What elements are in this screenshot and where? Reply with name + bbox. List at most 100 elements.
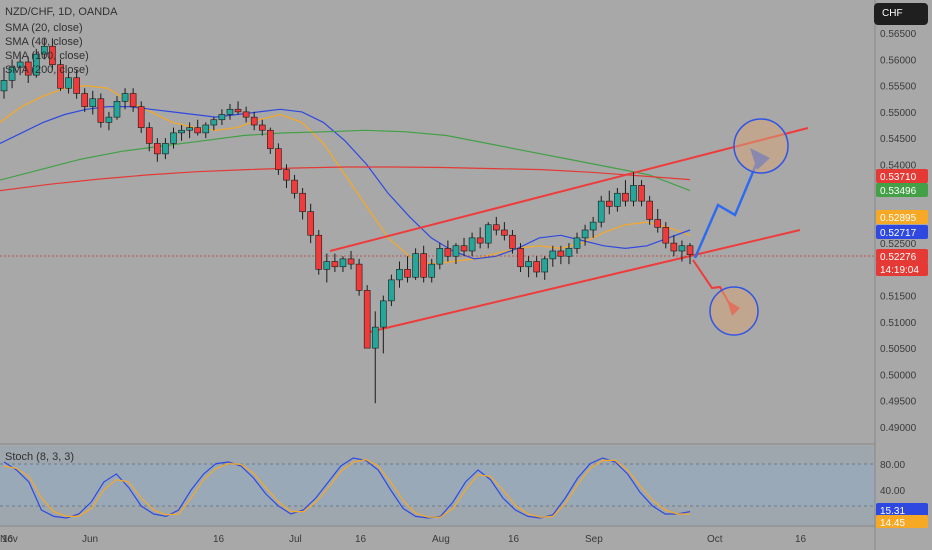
candle-down [686, 245, 694, 255]
stoch-axis: 80.00 40.00 [880, 460, 905, 497]
stoch-d-line [3, 458, 690, 518]
candle-down [460, 245, 468, 252]
stoch-tick-label: 80.00 [880, 460, 905, 471]
candle-down [234, 108, 242, 113]
candle-up [678, 245, 686, 252]
candle-up [412, 253, 419, 278]
candle-up [573, 237, 581, 249]
time-tick-label: Sep [585, 534, 603, 545]
price-tick-label: 0.52500 [880, 239, 917, 250]
indicator-label: SMA (100, close) [5, 50, 89, 62]
candle-down [73, 77, 80, 94]
candle-down [662, 227, 670, 244]
candle-up [178, 129, 185, 134]
candle-down [420, 253, 427, 278]
candle-down [444, 248, 452, 257]
candle-up [186, 127, 193, 131]
candle-down [363, 290, 371, 349]
stochastic-lines [3, 457, 691, 519]
candle-down [315, 234, 323, 270]
candle-up [436, 248, 444, 265]
candle-up [170, 132, 177, 144]
candle-down [404, 269, 411, 278]
candle-down [493, 224, 500, 231]
time-tick-label: Jul [289, 534, 302, 545]
price-tag-bg [876, 169, 928, 183]
candle-down [501, 229, 508, 236]
price-tag-value: 0.52717 [880, 228, 917, 239]
symbol-title: NZD/CHF, 1D, OANDA [5, 6, 118, 18]
indicator-legend: SMA (20, close) SMA (40, close) SMA (100, … [5, 22, 89, 76]
price-tick-label: 0.56000 [880, 55, 917, 66]
price-tick-label: 0.50000 [880, 370, 917, 381]
candle-up [210, 119, 218, 126]
candle-down [517, 248, 524, 268]
candle-up [226, 108, 234, 115]
time-tick-label: 16 [2, 534, 14, 545]
price-tag-bg [876, 183, 928, 197]
price-tag: 0.52895 [876, 210, 928, 224]
candle-up [0, 80, 8, 92]
candle-up [396, 269, 403, 281]
candle-down [533, 261, 540, 273]
price-tag: 0.52717 [876, 225, 928, 239]
candle-up [525, 261, 532, 268]
price-tick-label: 0.56500 [880, 29, 917, 40]
candle-up [32, 53, 40, 76]
candle-down [509, 234, 516, 249]
candle-down [275, 148, 282, 170]
candle-up [614, 192, 621, 207]
stoch-value-tag: 14.45 [876, 515, 928, 529]
stoch-value-tag: 15.31 [876, 503, 928, 517]
stoch-title: Stoch (8, 3, 3) [5, 451, 74, 463]
candle-up [41, 45, 48, 55]
price-tick-label: 0.49500 [880, 397, 917, 408]
price-tag: 0.53710 [876, 169, 928, 183]
price-tick-label: 0.51500 [880, 292, 917, 303]
time-tick-label: 16 [213, 534, 225, 545]
time-tick-label: Nov [0, 534, 18, 545]
price-tick-label: 0.51000 [880, 318, 917, 329]
currency-button[interactable]: CHF [874, 3, 928, 25]
indicator-label: SMA (200, close) [5, 64, 89, 76]
candle-down [145, 127, 153, 144]
candle-up [121, 93, 129, 102]
price-tag: 0.53496 [876, 183, 928, 197]
candle-down [291, 179, 298, 194]
candle-down [129, 93, 137, 107]
time-tick-label: Aug [432, 534, 450, 545]
candle-up [65, 77, 72, 89]
candle-down [97, 98, 105, 123]
candle-down [49, 45, 56, 65]
indicator-label: SMA (40, close) [5, 36, 83, 48]
candle-down [654, 219, 662, 228]
stoch-tag-value: 14.45 [880, 518, 905, 529]
price-tick-label: 0.55500 [880, 82, 917, 93]
stoch-tag-bg [876, 503, 928, 516]
candle-up [202, 124, 210, 134]
candle-up [597, 200, 605, 223]
candle-down [57, 64, 64, 89]
time-tick-label: 16 [795, 534, 807, 545]
stoch-tag-value: 15.31 [880, 506, 905, 517]
candle-up [452, 245, 460, 257]
candle-up [16, 61, 24, 68]
price-tag-value: 0.52895 [880, 213, 917, 224]
candle-up [8, 66, 16, 81]
time-tick-label: Oct [707, 534, 723, 545]
candle-up [541, 258, 549, 273]
candle-up [565, 248, 573, 257]
candle-down [258, 124, 266, 131]
price-tick-label: 0.55000 [880, 108, 917, 119]
indicator-label: SMA (20, close) [5, 22, 83, 34]
candle-down [242, 111, 250, 118]
candle-down [267, 129, 274, 149]
candle-down [646, 200, 653, 220]
stoch-tag-bg [876, 515, 928, 528]
time-tick-label: 16 [355, 534, 367, 545]
lower-target-circle [709, 286, 759, 336]
candle-up [549, 250, 557, 260]
